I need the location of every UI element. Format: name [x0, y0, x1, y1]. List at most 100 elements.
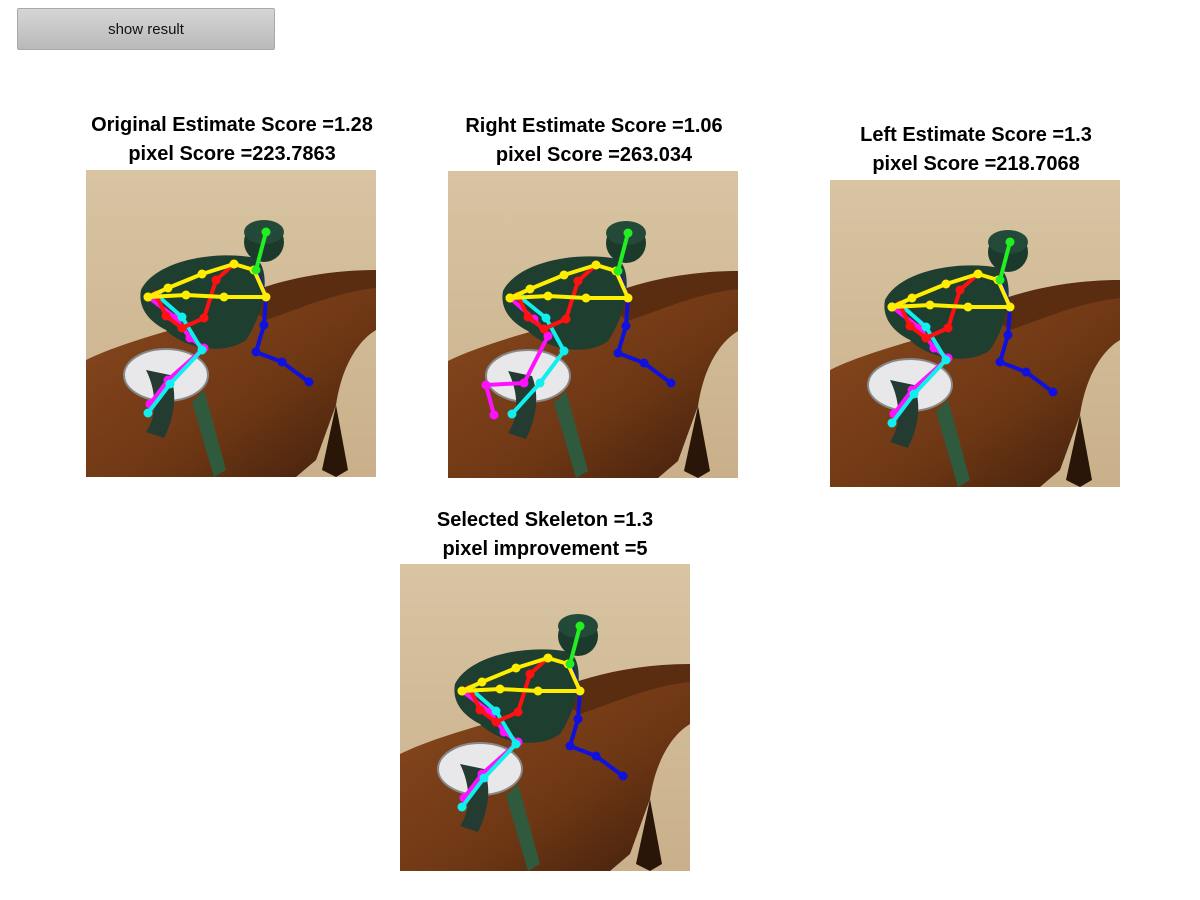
right-left-arm-joint: [640, 359, 649, 368]
show-result-button[interactable]: show result: [17, 8, 275, 50]
selected-head-joint: [566, 660, 575, 669]
original-torso-joint: [262, 293, 271, 302]
original-pixel-score: pixel Score =223.7863: [62, 140, 402, 169]
left-estimate-score: Left Estimate Score =1.3: [806, 121, 1146, 150]
right-right-leg-joint: [490, 411, 499, 420]
selected-left-leg-joint: [480, 774, 489, 783]
left-right-arm-joint: [906, 322, 915, 331]
selected-torso-joint: [458, 687, 467, 696]
left-left-arm-joint: [1049, 388, 1058, 397]
selected-torso-joint: [478, 678, 487, 687]
right-left-arm-joint: [622, 322, 631, 331]
right-torso-joint: [506, 294, 515, 303]
left-estimate-image: [830, 180, 1120, 487]
original-torso-joint: [230, 260, 239, 269]
right-torso-joint: [560, 271, 569, 280]
right-right-arm-joint: [540, 325, 549, 334]
left-torso-joint: [974, 270, 983, 279]
right-estimate-image: [448, 171, 738, 478]
right-torso-joint: [582, 294, 591, 303]
left-torso-joint: [908, 294, 917, 303]
left-torso-joint: [926, 301, 935, 310]
right-photo-canvas: [448, 171, 738, 478]
selected-skeleton-title: Selected Skeleton =1.3 pixel improvement…: [375, 506, 715, 564]
selected-torso-joint: [544, 654, 553, 663]
right-torso-joint: [526, 285, 535, 294]
right-torso-joint: [624, 294, 633, 303]
left-right-arm-joint: [944, 324, 953, 333]
left-left-arm-joint: [1022, 368, 1031, 377]
right-right-arm-joint: [562, 315, 571, 324]
right-head-joint: [624, 229, 633, 238]
left-left-leg-joint: [888, 419, 897, 428]
left-estimate-title: Left Estimate Score =1.3 pixel Score =21…: [806, 121, 1146, 179]
original-torso-joint: [198, 270, 207, 279]
right-torso-joint: [544, 292, 553, 301]
selected-head-joint: [576, 622, 585, 631]
original-head-joint: [252, 266, 261, 275]
left-torso-joint: [1006, 303, 1015, 312]
selected-left-arm-joint: [619, 772, 628, 781]
right-pixel-score: pixel Score =263.034: [424, 141, 764, 170]
left-torso-joint: [888, 303, 897, 312]
right-left-leg-joint: [560, 347, 569, 356]
left-torso-joint: [942, 280, 951, 289]
original-left-arm-joint: [305, 378, 314, 387]
selected-right-arm-joint: [526, 670, 535, 679]
left-left-leg-joint: [942, 356, 951, 365]
original-left-leg-joint: [166, 380, 175, 389]
left-left-arm-joint: [996, 358, 1005, 367]
original-right-arm-joint: [212, 276, 221, 285]
original-torso-joint: [220, 293, 229, 302]
right-estimate-title: Right Estimate Score =1.06 pixel Score =…: [424, 112, 764, 170]
selected-left-arm-joint: [566, 742, 575, 751]
selected-torso-joint: [496, 685, 505, 694]
right-right-arm-joint: [574, 277, 583, 286]
selected-torso-joint: [512, 664, 521, 673]
selected-skeleton-score: Selected Skeleton =1.3: [375, 506, 715, 535]
original-torso-joint: [164, 284, 173, 293]
selected-right-arm-joint: [514, 708, 523, 717]
selected-right-arm-joint: [476, 706, 485, 715]
left-left-leg-joint: [910, 390, 919, 399]
pixel-improvement: pixel improvement =5: [375, 535, 715, 564]
original-head-joint: [262, 228, 271, 237]
right-left-arm-joint: [614, 349, 623, 358]
right-estimate-score: Right Estimate Score =1.06: [424, 112, 764, 141]
selected-skeleton-image: [400, 564, 690, 871]
original-estimate-image: [86, 170, 376, 477]
right-right-leg-joint: [482, 381, 491, 390]
selected-left-leg-joint: [492, 707, 501, 716]
original-right-arm-joint: [178, 324, 187, 333]
right-left-leg-joint: [536, 379, 545, 388]
right-right-leg-joint: [520, 379, 529, 388]
original-left-arm-joint: [260, 321, 269, 330]
left-photo-canvas: [830, 180, 1120, 487]
selected-photo-canvas: [400, 564, 690, 871]
original-left-leg-joint: [144, 409, 153, 418]
right-left-leg-joint: [542, 314, 551, 323]
original-left-arm-joint: [252, 348, 261, 357]
right-left-leg-joint: [508, 410, 517, 419]
original-torso-joint: [144, 293, 153, 302]
selected-left-arm-joint: [592, 752, 601, 761]
left-pixel-score: pixel Score =218.7068: [806, 150, 1146, 179]
left-head-joint: [1006, 238, 1015, 247]
original-left-leg-joint: [178, 313, 187, 322]
original-torso-joint: [182, 291, 191, 300]
left-right-arm-joint: [956, 286, 965, 295]
right-torso-joint: [592, 261, 601, 270]
selected-left-leg-joint: [512, 740, 521, 749]
left-left-leg-joint: [922, 323, 931, 332]
selected-left-leg-joint: [458, 803, 467, 812]
selected-left-arm-joint: [574, 715, 583, 724]
original-right-arm-joint: [162, 312, 171, 321]
original-right-arm-joint: [200, 314, 209, 323]
right-right-arm-joint: [524, 313, 533, 322]
left-head-joint: [996, 276, 1005, 285]
selected-torso-joint: [534, 687, 543, 696]
original-left-arm-joint: [278, 358, 287, 367]
left-torso-joint: [964, 303, 973, 312]
original-estimate-score: Original Estimate Score =1.28: [62, 111, 402, 140]
right-left-arm-joint: [667, 379, 676, 388]
